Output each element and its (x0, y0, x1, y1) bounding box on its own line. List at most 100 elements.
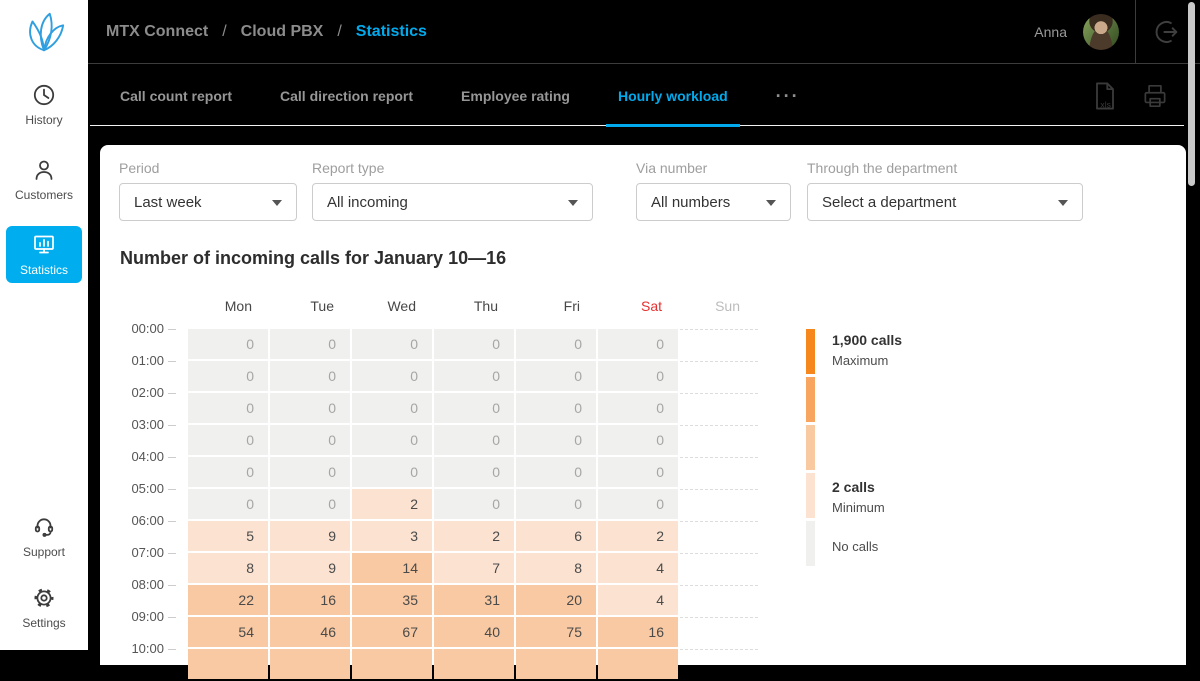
heatmap-cell: 6 (516, 521, 596, 551)
heatmap-cell: 0 (188, 361, 268, 391)
sidebar-item-history[interactable]: History (6, 76, 82, 133)
heatmap-empty-sun-cell (680, 617, 758, 647)
heatmap-row: 10:00 (100, 641, 1186, 681)
legend-none-caption: No calls (832, 539, 879, 554)
legend-segment-5 (806, 521, 815, 566)
report-actions: xls (1090, 80, 1200, 112)
heatmap-cell: 2 (352, 489, 432, 519)
period-select[interactable]: Last week (119, 183, 297, 221)
via-number-select-value: All numbers (651, 193, 731, 211)
breadcrumb-cloud-pbx[interactable]: Cloud PBX (240, 22, 324, 40)
header-divider (1135, 0, 1136, 64)
time-tick (168, 393, 176, 394)
headset-icon (34, 518, 54, 537)
tabs-more-button[interactable]: ··· (775, 85, 800, 106)
sidebar-item-label: Settings (22, 616, 66, 630)
heatmap-row: 06:00 5 9 3 2 6 2 (100, 513, 1186, 553)
heatmap-cell: 0 (352, 329, 432, 359)
tab-employee-rating[interactable]: Employee rating (461, 65, 570, 127)
sidebar-item-statistics[interactable]: Statistics (6, 226, 82, 283)
heatmap-cell: 0 (516, 329, 596, 359)
heatmap-cell: 0 (598, 489, 678, 519)
heatmap-grid: 00:00 0 0 0 0 0 0 01:00 0 0 0 0 0 0 02:00 0 0 0 0 0 0 03:00 0 0… (100, 321, 1186, 681)
legend-segment-2 (806, 377, 815, 422)
heatmap-cell: 0 (516, 425, 596, 455)
filter-period: Period Last week (119, 160, 297, 221)
heatmap-empty-sun-cell (680, 393, 758, 423)
time-tick (168, 585, 176, 586)
heatmap-cell: 0 (270, 329, 350, 359)
export-xls-button[interactable]: xls (1090, 80, 1120, 112)
breadcrumb: MTX Connect / Cloud PBX / Statistics (88, 23, 427, 41)
legend-segment-1 (806, 329, 815, 374)
sidebar-item-customers[interactable]: Customers (6, 151, 82, 208)
time-label: 00:00 (131, 321, 164, 336)
heatmap-cell: 0 (434, 489, 514, 519)
time-tick (168, 457, 176, 458)
breadcrumb-statistics[interactable]: Statistics (355, 22, 427, 40)
heatmap-cell: 2 (434, 521, 514, 551)
header-user-area: Anna (1034, 0, 1200, 64)
heatmap-cell: 4 (598, 553, 678, 583)
heatmap-day-headers: Mon Tue Wed Thu Fri Sat Sun (188, 298, 1186, 318)
heatmap-cell (270, 649, 350, 679)
print-button[interactable] (1140, 81, 1170, 111)
heatmap-cell: 0 (516, 361, 596, 391)
tab-call-count-report[interactable]: Call count report (120, 65, 232, 127)
breadcrumb-mtx-connect[interactable]: MTX Connect (106, 22, 209, 40)
day-header-tue: Tue (310, 298, 334, 314)
heatmap-cell: 31 (434, 585, 514, 615)
scrollbar-thumb[interactable] (1188, 2, 1195, 186)
heatmap-cell: 75 (516, 617, 596, 647)
person-icon (35, 160, 53, 180)
heatmap-cell: 0 (188, 457, 268, 487)
heatmap-cell: 0 (434, 393, 514, 423)
filter-label: Period (119, 160, 160, 176)
time-tick (168, 489, 176, 490)
heatmap-row: 05:00 0 0 2 0 0 0 (100, 481, 1186, 521)
legend-segment-4 (806, 473, 815, 518)
xls-label: xls (1100, 99, 1110, 109)
heatmap-cell: 8 (188, 553, 268, 583)
sidebar-item-settings[interactable]: Settings (6, 579, 82, 636)
tab-label: Hourly workload (617, 88, 728, 104)
xls-file-icon: xls (1096, 82, 1114, 110)
day-header-wed: Wed (387, 298, 416, 314)
heatmap-cell: 5 (188, 521, 268, 551)
chevron-down-icon (766, 200, 776, 206)
heatmap-cell: 0 (270, 489, 350, 519)
heatmap-empty-sun-cell (680, 457, 758, 487)
heatmap-empty-sun-cell (680, 329, 758, 359)
heatmap-cell: 0 (516, 489, 596, 519)
sidebar-item-support[interactable]: Support (6, 508, 82, 565)
via-number-select[interactable]: All numbers (636, 183, 791, 221)
day-header-mon: Mon (224, 298, 252, 314)
heatmap-cell: 0 (434, 329, 514, 359)
report-type-select[interactable]: All incoming (312, 183, 593, 221)
department-select-value: Select a department (822, 193, 957, 211)
logout-icon (1155, 20, 1178, 43)
heatmap-cell: 2 (598, 521, 678, 551)
tab-call-direction-report[interactable]: Call direction report (280, 65, 413, 127)
avatar[interactable] (1083, 13, 1119, 50)
breadcrumb-separator: / (337, 22, 342, 40)
tab-label: Employee rating (461, 88, 570, 104)
time-label: 02:00 (131, 385, 164, 400)
heatmap-cell: 0 (270, 393, 350, 423)
heatmap-cell: 0 (598, 361, 678, 391)
heatmap-cell: 0 (598, 425, 678, 455)
heatmap-empty-sun-cell (680, 553, 758, 583)
logout-button[interactable] (1152, 18, 1180, 46)
time-tick (168, 553, 176, 554)
legend-none: No calls (832, 539, 878, 554)
heatmap-cell: 16 (598, 617, 678, 647)
heatmap-row: 08:00 22 16 35 31 20 4 (100, 577, 1186, 617)
gear-icon (34, 588, 54, 608)
brand-logo (21, 6, 67, 58)
heatmap-cell: 40 (434, 617, 514, 647)
heatmap-cell: 0 (516, 393, 596, 423)
heatmap-row: 02:00 0 0 0 0 0 0 (100, 385, 1186, 425)
heatmap-cell: 0 (434, 425, 514, 455)
department-select[interactable]: Select a department (807, 183, 1083, 221)
tab-hourly-workload[interactable]: Hourly workload (606, 65, 740, 127)
